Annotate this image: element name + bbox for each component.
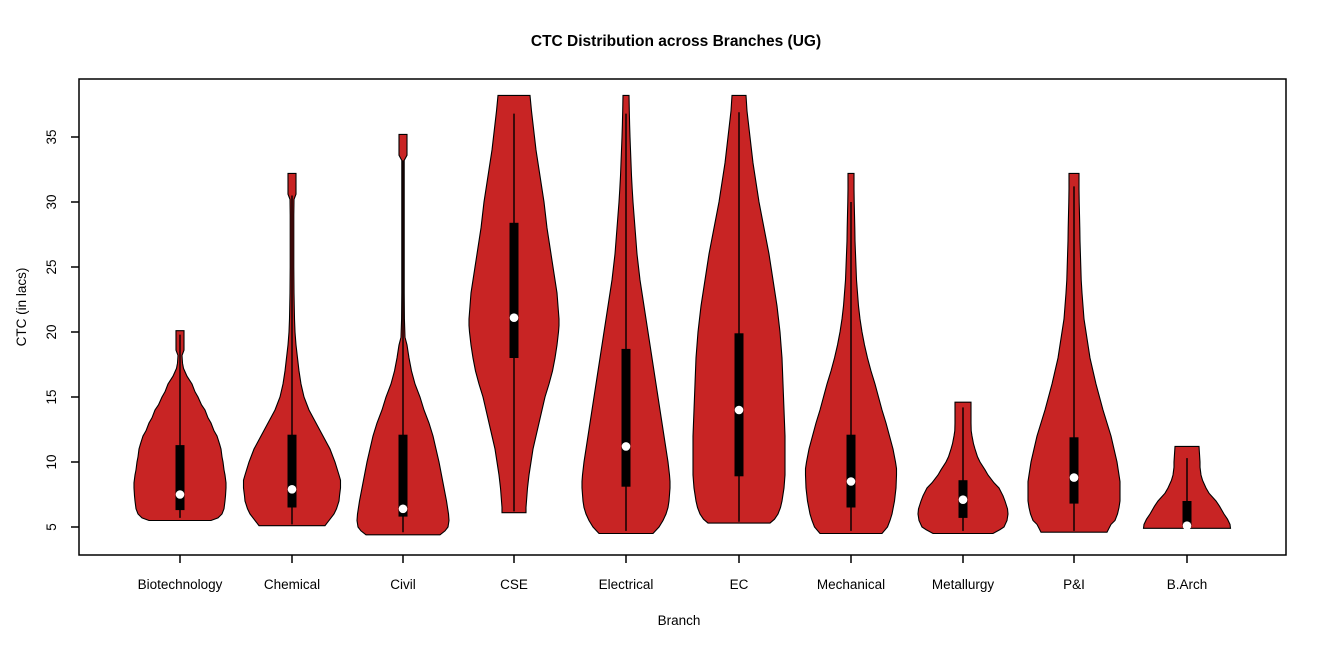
x-tick-label: Civil: [390, 577, 416, 592]
median-dot: [509, 313, 519, 323]
x-tick-label: CSE: [500, 577, 528, 592]
x-tick-label: EC: [730, 577, 749, 592]
y-axis-label: CTC (in lacs): [14, 268, 29, 347]
y-tick-label: 20: [44, 324, 59, 339]
y-tick-label: 25: [44, 259, 59, 274]
y-tick-label: 30: [44, 194, 59, 209]
violin-biotechnology: [133, 330, 227, 522]
x-tick-label: Mechanical: [817, 577, 885, 592]
y-tick-label: 15: [44, 389, 59, 404]
iqr-box: [1182, 501, 1192, 527]
iqr-box: [287, 434, 297, 508]
violin-electrical: [581, 94, 671, 535]
median-dot: [958, 495, 968, 505]
iqr-box: [509, 222, 519, 358]
x-tick-label: B.Arch: [1167, 577, 1208, 592]
x-tick-label: P&I: [1063, 577, 1085, 592]
iqr-box: [398, 434, 408, 517]
iqr-box: [621, 348, 631, 487]
violin-p-i: [1027, 172, 1121, 533]
violin-chemical: [242, 172, 342, 527]
median-dot: [1182, 521, 1192, 530]
violin-metallurgy: [917, 401, 1009, 535]
median-dot: [734, 405, 744, 415]
x-axis-label: Branch: [658, 613, 701, 628]
iqr-box: [1069, 437, 1079, 504]
violin-mechanical: [804, 172, 898, 535]
y-axis: 5 10 15 20 25 30 35: [44, 129, 79, 531]
median-dot: [287, 485, 297, 494]
x-tick-label: Electrical: [599, 577, 654, 592]
iqr-box: [846, 434, 856, 508]
median-dot: [846, 477, 856, 486]
x-tick-label: Chemical: [264, 577, 320, 592]
median-dot: [621, 442, 631, 451]
x-tick-label: Biotechnology: [138, 577, 223, 592]
violin-civil: [356, 133, 450, 536]
median-dot: [398, 504, 408, 514]
median-dot: [175, 490, 185, 499]
median-dot: [1069, 473, 1079, 482]
x-tick-label: Metallurgy: [932, 577, 995, 592]
iqr-box: [175, 445, 185, 511]
violin-cse: [468, 94, 560, 514]
plot-frame: [78, 78, 1287, 556]
y-tick-label: 35: [44, 129, 59, 144]
chart-title: CTC Distribution across Branches (UG): [531, 33, 821, 50]
iqr-box: [734, 333, 744, 477]
violin-ec: [692, 94, 786, 524]
y-tick-label: 5: [44, 523, 59, 531]
violins: [133, 94, 1232, 536]
y-tick-label: 10: [44, 454, 59, 469]
violin-b-arch: [1142, 445, 1232, 530]
x-axis: Biotechnology Chemical Civil CSE Electrical E…: [138, 555, 1208, 592]
